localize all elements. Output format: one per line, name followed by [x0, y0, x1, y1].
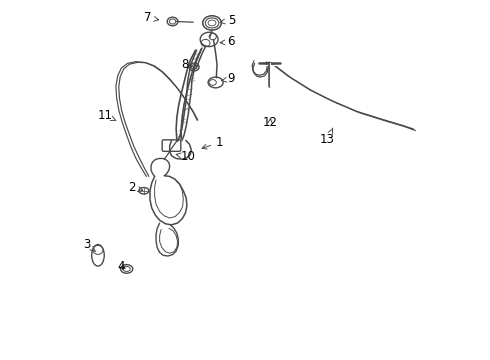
Text: 3: 3 — [83, 238, 96, 252]
Text: 10: 10 — [176, 150, 195, 163]
Text: 11: 11 — [98, 109, 116, 122]
Text: 7: 7 — [145, 12, 159, 24]
Text: 13: 13 — [320, 128, 335, 146]
Text: 6: 6 — [220, 35, 235, 49]
Text: 9: 9 — [222, 72, 235, 85]
Text: 2: 2 — [128, 181, 143, 194]
Text: 8: 8 — [181, 58, 192, 71]
Text: 5: 5 — [220, 14, 235, 27]
Text: 12: 12 — [263, 116, 278, 129]
Text: 4: 4 — [118, 260, 125, 273]
Text: 1: 1 — [202, 136, 223, 149]
